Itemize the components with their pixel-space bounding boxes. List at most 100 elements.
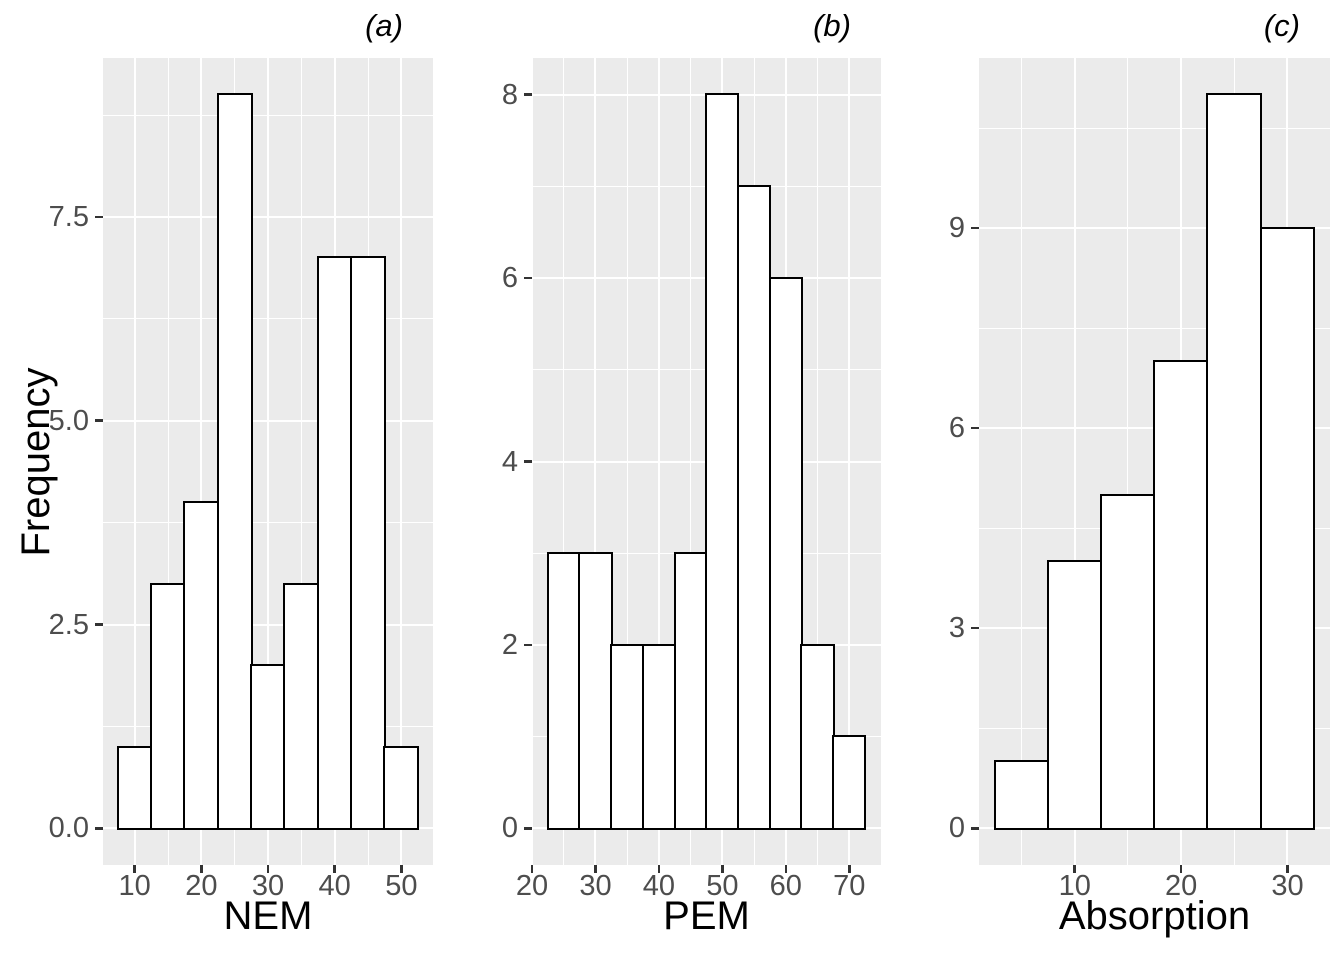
x-tick — [1073, 865, 1076, 873]
y-tick — [95, 215, 103, 219]
panel-c-title: (c) — [1263, 8, 1300, 43]
x-tick — [657, 865, 661, 873]
histogram-bar — [250, 664, 286, 830]
y-axis-title: Frequency — [14, 367, 58, 556]
y-minor-gridline — [979, 327, 1330, 329]
y-tick-label: 3 — [948, 612, 965, 645]
histogram-bar — [1206, 93, 1263, 830]
y-tick-label: 7.5 — [48, 200, 89, 233]
x-tick — [400, 865, 403, 873]
x-tick-label: 20 — [185, 870, 218, 902]
histogram-bar — [1259, 226, 1316, 830]
y-tick — [95, 419, 103, 422]
y-tick-label: 0.0 — [48, 812, 89, 845]
histogram-bar — [610, 643, 645, 830]
x-tick-label: 50 — [706, 870, 739, 902]
x-tick-label: 20 — [515, 870, 549, 902]
histogram-bar — [116, 745, 153, 830]
x-tick — [721, 865, 724, 873]
x-tick-label: 30 — [1271, 870, 1304, 902]
y-tick-label: 0 — [501, 812, 518, 845]
panel-b-x-axis-title: PEM — [663, 894, 750, 938]
y-tick — [524, 460, 532, 463]
histogram-bar — [993, 760, 1050, 830]
x-tick-label: 30 — [579, 870, 612, 902]
histogram-bar — [705, 93, 740, 830]
x-minor-gridline — [167, 58, 169, 865]
histogram-bar — [1100, 493, 1156, 830]
x-tick — [848, 865, 851, 873]
y-tick — [524, 643, 532, 647]
panel-b-title: (b) — [813, 8, 851, 43]
y-tick — [95, 827, 103, 830]
histogram-bar — [1153, 360, 1209, 830]
y-major-gridline — [103, 623, 433, 626]
x-tick-label: 10 — [1058, 870, 1091, 902]
x-tick-label: 50 — [385, 870, 418, 902]
y-tick — [971, 426, 979, 430]
panel-c-plot-area — [979, 58, 1330, 865]
y-tick — [971, 226, 979, 230]
histogram-bar — [316, 256, 353, 830]
histogram-bar — [216, 93, 253, 830]
histogram-bar — [150, 582, 186, 830]
y-tick-label: 0 — [948, 812, 965, 845]
x-tick — [200, 865, 203, 873]
histogram-bar — [1046, 560, 1103, 830]
panel-a-plot-area — [103, 58, 433, 865]
x-tick — [784, 865, 788, 873]
y-tick-label: 2.5 — [48, 608, 89, 641]
y-tick-label: 6 — [948, 412, 965, 445]
histogram-bar — [768, 276, 803, 830]
x-major-gridline — [400, 58, 403, 865]
histogram-bar — [350, 256, 386, 830]
y-tick-label: 2 — [501, 628, 518, 661]
x-tick-label: 40 — [642, 870, 676, 902]
x-minor-gridline — [300, 58, 302, 865]
y-tick — [524, 93, 532, 96]
x-minor-gridline — [1127, 58, 1129, 865]
histogram-bar — [800, 643, 835, 830]
histogram-bar — [578, 551, 613, 830]
y-major-gridline — [979, 227, 1330, 230]
y-tick-label: 6 — [501, 262, 518, 295]
x-tick — [530, 865, 534, 873]
panel-a-x-axis-title: NEM — [223, 894, 313, 938]
x-tick — [594, 865, 597, 873]
y-tick — [524, 276, 532, 280]
y-major-gridline — [103, 215, 433, 218]
x-major-gridline — [267, 58, 269, 865]
histogram-bar — [736, 185, 772, 830]
panel-b-plot-area — [532, 58, 881, 865]
y-minor-gridline — [979, 127, 1330, 129]
y-tick-label: 4 — [501, 445, 518, 478]
x-tick-label: 60 — [769, 870, 802, 902]
panel-a-title: (a) — [365, 8, 403, 43]
x-tick — [1179, 865, 1183, 873]
x-major-gridline — [200, 58, 203, 865]
x-tick-label: 40 — [318, 870, 351, 902]
x-tick — [133, 865, 136, 873]
histogram-bar — [832, 735, 867, 830]
x-tick — [333, 865, 336, 873]
x-tick — [266, 865, 270, 873]
x-minor-gridline — [1021, 58, 1023, 865]
y-major-gridline — [103, 419, 433, 422]
y-tick-label: 9 — [948, 212, 965, 245]
x-tick-label: 20 — [1164, 870, 1198, 902]
histogram-bar — [641, 643, 676, 830]
x-major-gridline — [133, 58, 136, 865]
histogram-bar — [383, 745, 420, 830]
x-tick-label: 70 — [833, 870, 866, 902]
x-tick-label: 10 — [118, 870, 151, 902]
panel-c-x-axis-title: Absorption — [1058, 894, 1251, 938]
histogram-bar — [183, 501, 220, 830]
histogram-bar — [283, 582, 320, 830]
x-tick — [1286, 865, 1289, 873]
y-tick — [971, 626, 979, 630]
y-tick — [95, 623, 103, 626]
y-tick-label: 8 — [501, 78, 518, 111]
histogram-bar — [673, 551, 708, 830]
y-tick — [524, 827, 532, 830]
